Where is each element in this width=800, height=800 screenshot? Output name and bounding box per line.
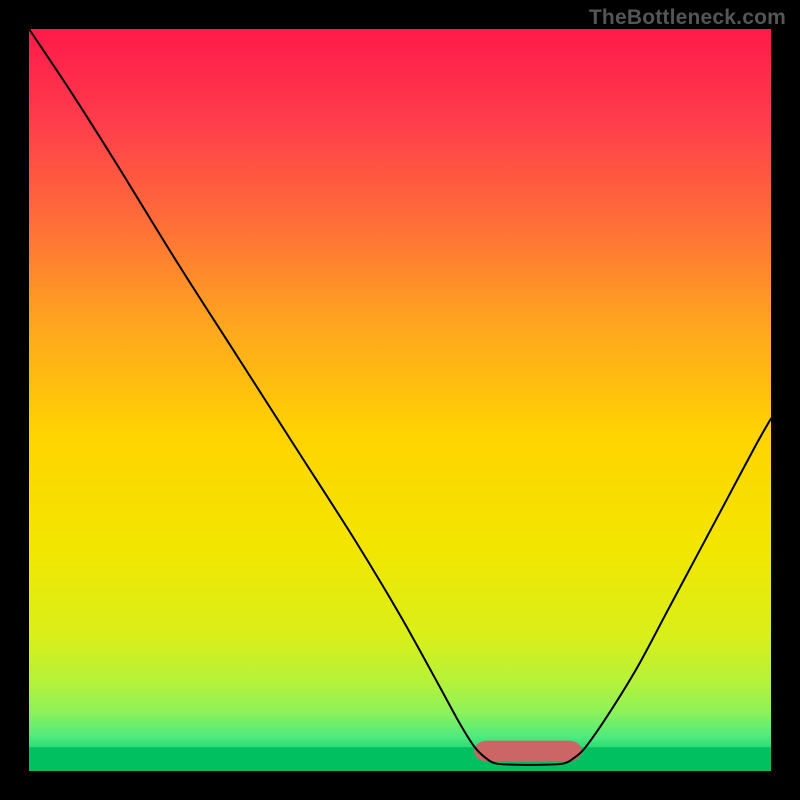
green-band <box>29 747 771 771</box>
bottleneck-curve-chart <box>29 29 771 771</box>
plot-frame <box>29 29 771 771</box>
source-watermark: TheBottleneck.com <box>589 6 786 30</box>
gradient-background <box>29 29 771 771</box>
watermark-text: TheBottleneck.com <box>589 6 786 29</box>
optimal-range-marker <box>474 741 582 762</box>
chart-container: TheBottleneck.com <box>0 0 800 800</box>
